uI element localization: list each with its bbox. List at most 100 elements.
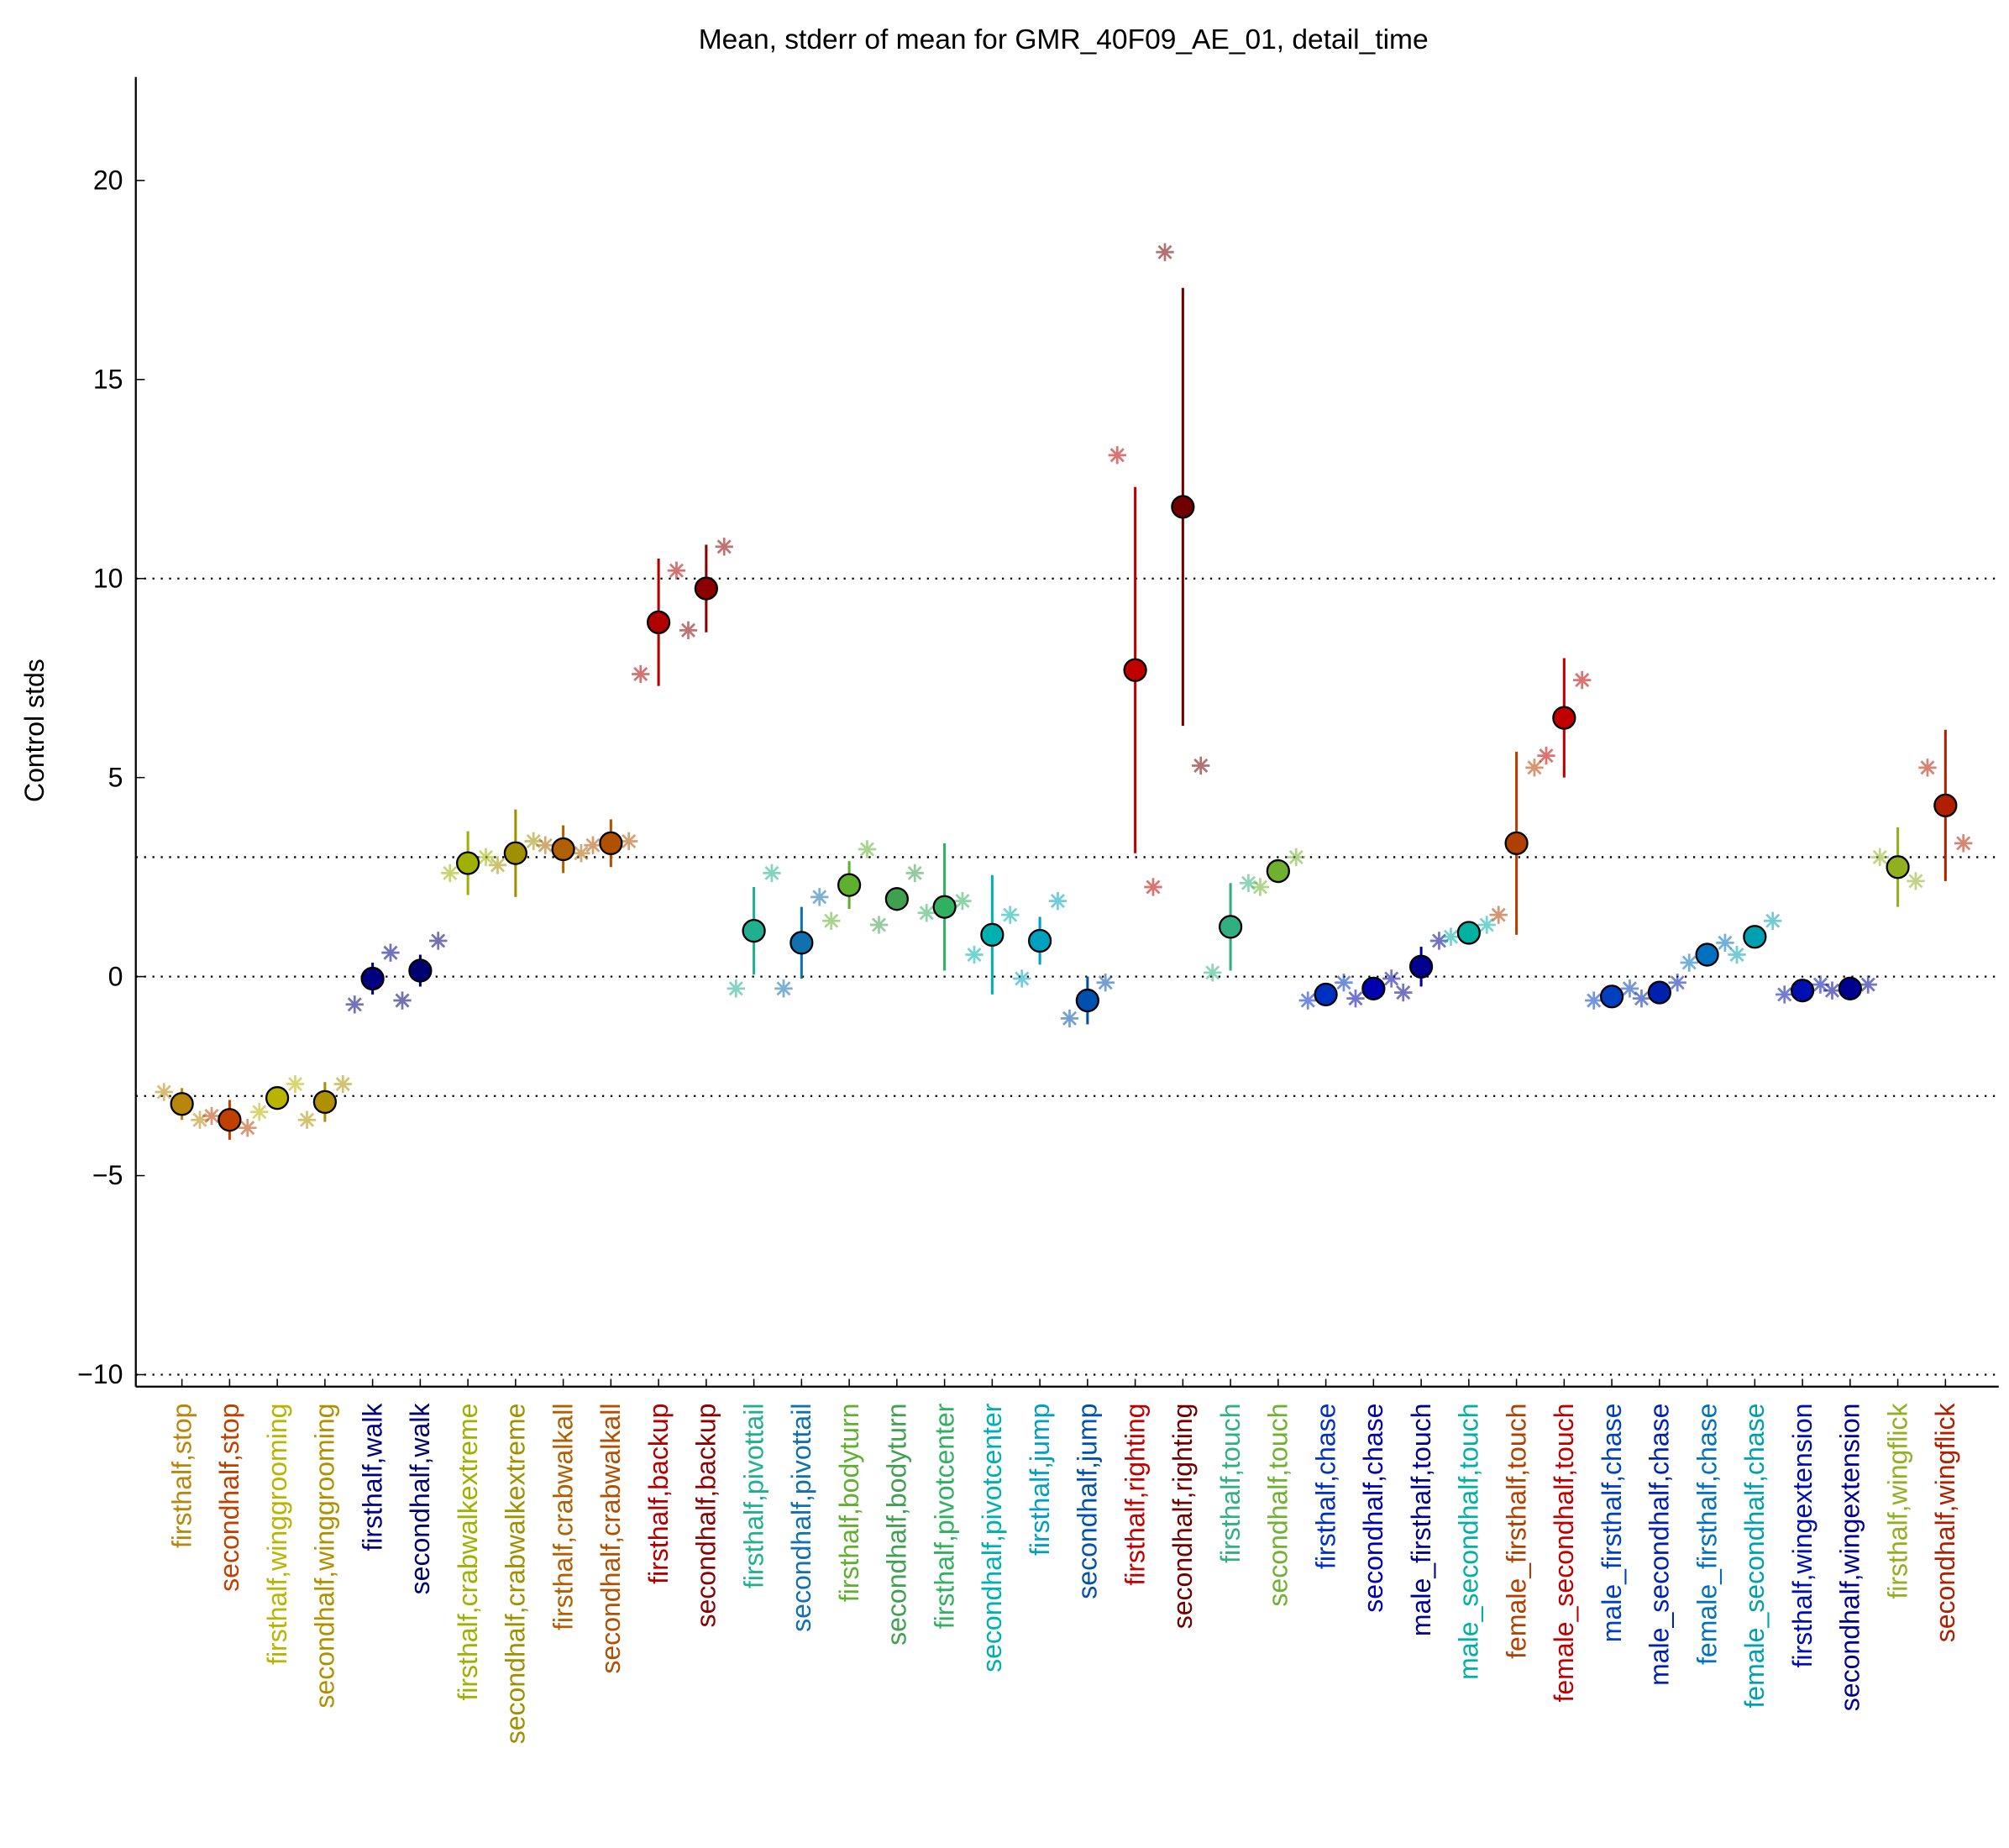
line-star [1060,1009,1079,1028]
line-star [1048,891,1067,911]
line-star [1620,979,1639,998]
mean-marker [408,958,433,983]
mean-marker [1743,925,1767,949]
mean-marker [170,1092,194,1116]
mean-marker [1790,979,1815,1003]
x-tick-label: secondhalf,walk [405,1403,435,1595]
line-star [1728,945,1746,964]
x-tick-label: firsthalf,touch [1215,1404,1246,1563]
mean-marker [456,851,480,875]
x-tick-label: firsthalf,crabwalkextreme [453,1404,483,1701]
line-star [1525,759,1544,777]
line-star [905,864,924,883]
y-axis-label: Control stds [19,659,50,802]
x-tick-label: secondhalf,wingflick [1930,1403,1960,1643]
line-star [536,836,554,854]
x-tick-label: secondhalf,crabwalkextreme [501,1404,531,1745]
line-star [297,1110,317,1129]
x-tick-label: female_firsthalf,chase [1692,1404,1722,1665]
mean-marker [1647,980,1671,1005]
line-star [965,945,984,964]
mean-marker [551,837,575,862]
line-star [1811,975,1830,994]
mean-marker [1504,831,1529,855]
line-star [1239,874,1258,892]
line-star [1573,670,1592,690]
y-tick-label: 0 [108,961,123,991]
line-star [441,864,459,883]
line-star [1192,756,1210,775]
line-star [345,995,364,1014]
line-star [239,1119,257,1137]
line-star [1156,243,1174,261]
y-tick-label: 20 [93,165,123,196]
x-tick-label: female_secondhalf,touch [1549,1404,1579,1703]
line-star [1144,878,1162,896]
line-star [381,943,400,962]
x-tick-label: secondhalf,pivottail [786,1404,816,1632]
x-tick-label: firsthalf,righting [1120,1404,1150,1586]
line-star [632,664,650,684]
mean-marker [503,841,527,865]
mean-marker [265,1086,290,1110]
x-tick-label: firsthalf,pivottail [738,1404,768,1589]
line-star [822,911,841,930]
mean-marker [742,919,766,943]
mean-marker [1361,976,1386,1000]
mean-marker [980,922,1004,947]
mean-marker [1314,982,1338,1007]
line-star [250,1103,269,1121]
mean-marker [694,576,718,601]
line-star [1204,963,1222,982]
line-star [953,891,972,911]
x-tick-label: firsthalf,winggrooming [262,1404,292,1665]
y-tick-label: 5 [108,762,123,792]
x-tick-label: firsthalf,wingflick [1882,1403,1912,1599]
line-star [155,1083,173,1101]
mean-marker [837,873,862,897]
line-star [1764,911,1782,930]
x-tick-label: female_firsthalf,touch [1501,1404,1531,1659]
line-star [1632,989,1651,1008]
mean-marker [1408,954,1434,979]
x-tick-label: male_firsthalf,touch [1406,1404,1436,1637]
x-tick-label: secondhalf,righting [1167,1404,1198,1630]
mean-marker [599,831,623,855]
x-tick-label: firsthalf,chase [1310,1404,1340,1570]
line-star [1346,989,1365,1008]
x-tick-label: secondhalf,touch [1263,1404,1293,1607]
line-star [476,848,496,867]
line-star [572,844,590,863]
line-star [429,932,448,950]
line-star [715,538,733,556]
mean-marker [1123,658,1147,682]
line-star [1870,848,1889,867]
x-tick-label: firsthalf,stop [166,1404,197,1549]
x-tick-label: male_firsthalf,chase [1597,1404,1627,1643]
mean-marker [932,895,957,919]
line-star [1823,981,1842,1000]
x-tick-label: firsthalf,walk [357,1403,387,1551]
line-star [1251,878,1270,896]
mean-marker [1886,855,1910,879]
mean-marker [1075,988,1099,1013]
line-star [191,1110,209,1129]
x-tick-label: secondhalf,wingextension [1835,1404,1865,1712]
mean-marker [312,1089,337,1114]
line-star [679,621,698,640]
mean-marker [1456,921,1481,945]
line-star [620,832,638,851]
line-star [763,864,781,883]
y-tick-label: −10 [77,1359,123,1389]
line-star [1489,906,1508,924]
line-star [1394,983,1413,1002]
x-tick-label: firsthalf,wingextension [1787,1404,1818,1668]
line-star [1585,991,1603,1010]
line-star [869,916,889,934]
mean-marker [1027,928,1052,953]
x-tick-label: firsthalf,crabwalkall [548,1404,578,1630]
line-star [1096,974,1115,992]
line-star [1537,746,1555,765]
